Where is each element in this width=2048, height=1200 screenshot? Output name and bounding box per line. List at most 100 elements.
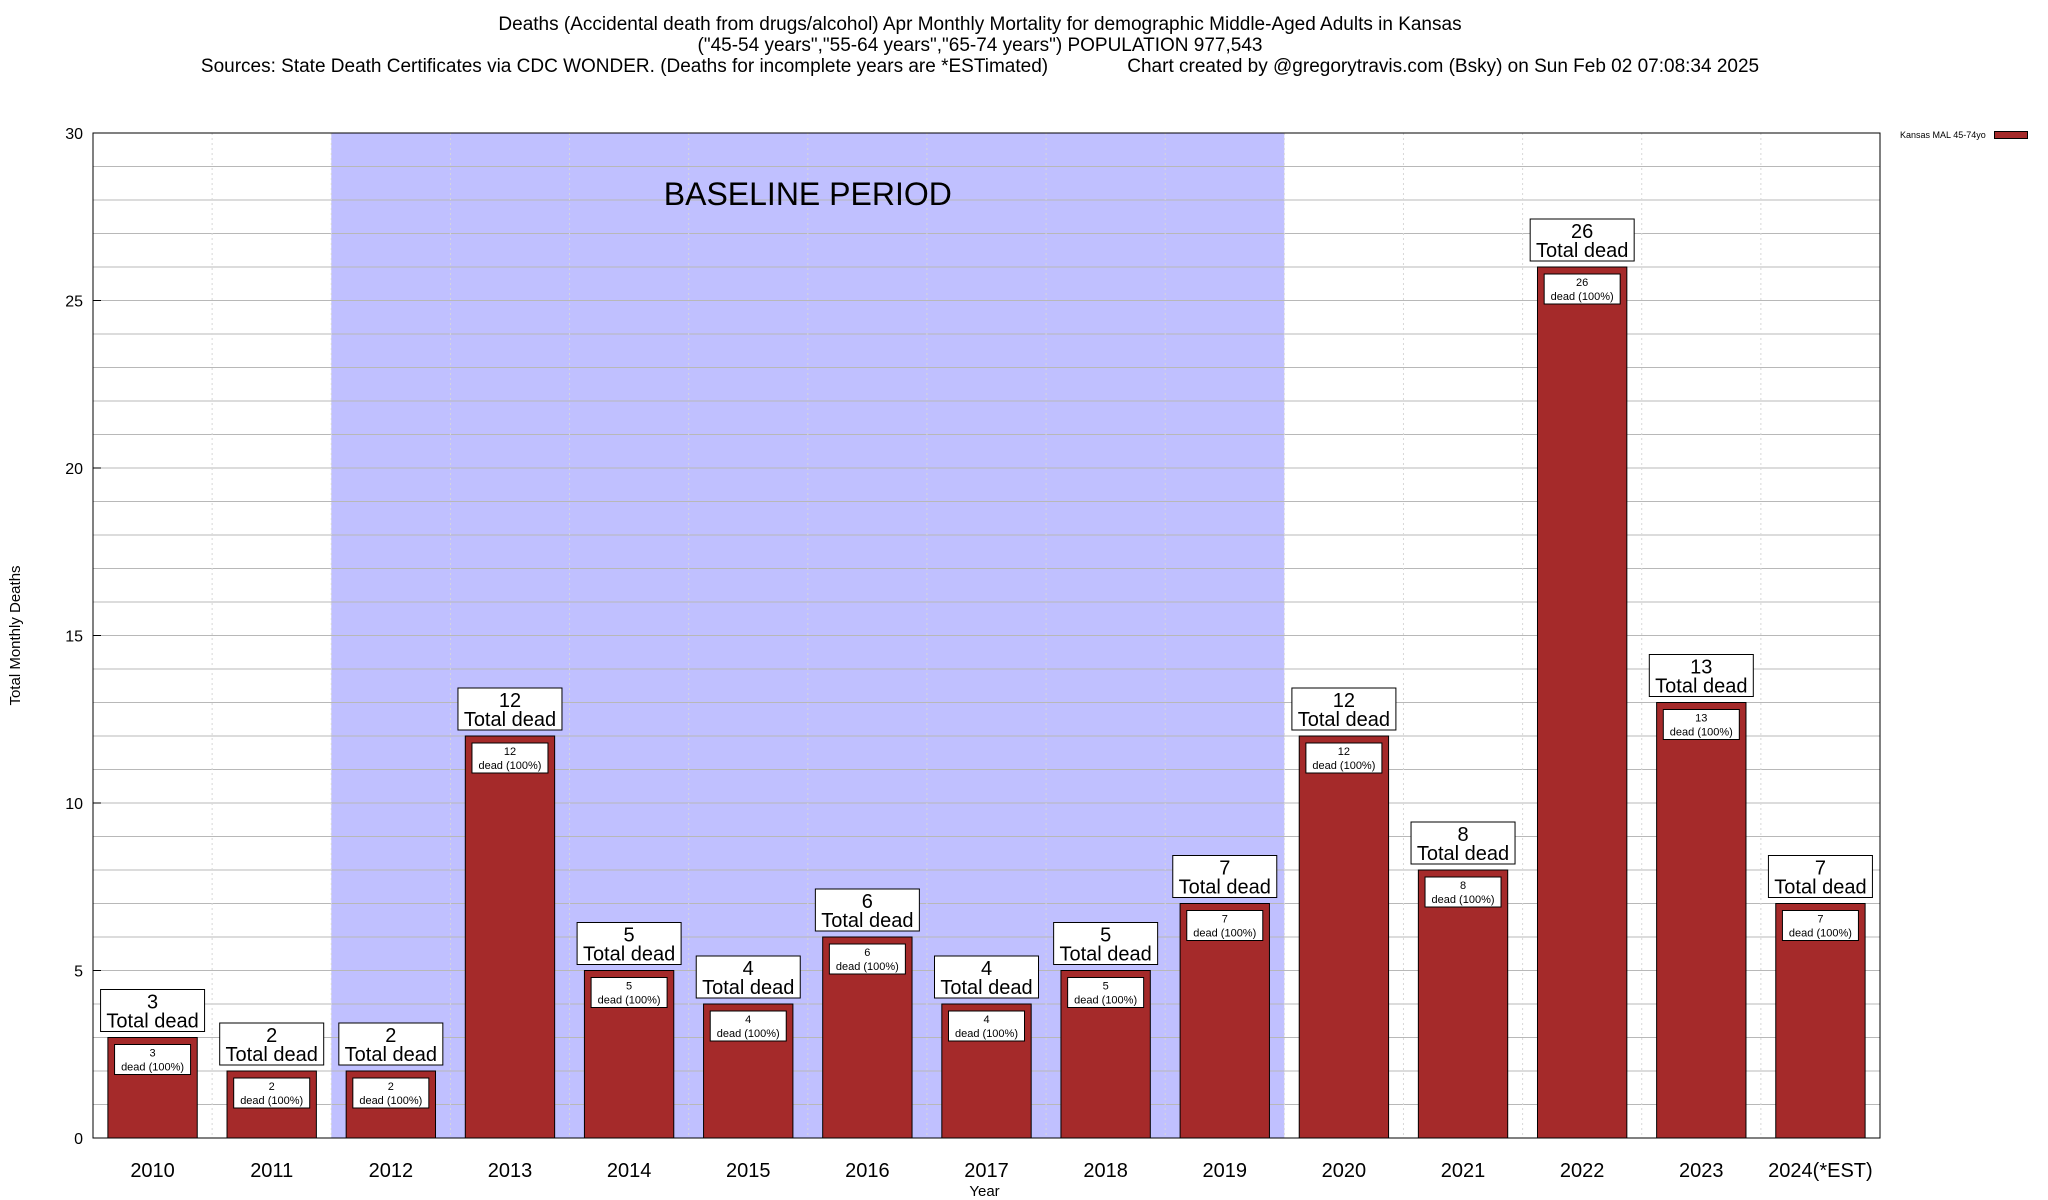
bar-total-value: 3: [147, 992, 158, 1014]
bar-inner-value: 4: [983, 1014, 989, 1026]
bar-inner-label-box: [1781, 910, 1859, 941]
bar-total-label-box: [1767, 855, 1873, 898]
bar-inner-label-box: [1543, 273, 1621, 305]
bar-inner-label: dead (100%): [1193, 928, 1256, 940]
y-axis-label: Total Monthly Deaths: [7, 565, 24, 705]
bar-total-label-box: [219, 1022, 325, 1066]
bar-total-label-box: [934, 955, 1039, 999]
bar: [1417, 869, 1509, 1139]
bar-inner-label-box: [233, 1077, 311, 1109]
bar-inner-label: dead (100%): [955, 1028, 1018, 1040]
bar-total-label-box: [100, 989, 206, 1032]
bar-total-label: Total dead: [345, 1044, 437, 1066]
bar-inner-label-box: [948, 1010, 1025, 1042]
bar-inner-label: dead (100%): [1789, 928, 1852, 940]
bar-total-label-box: [1648, 654, 1754, 697]
bar-total-value: 4: [743, 958, 754, 980]
bar-inner-label-box: [1067, 977, 1145, 1008]
bar-inner-label-box: [1186, 910, 1264, 941]
bar-total-value: 2: [266, 1025, 277, 1047]
bar-inner-label: dead (100%): [240, 1095, 303, 1107]
bar-total-label-box: [338, 1022, 444, 1066]
bar-inner-label-box: [1424, 876, 1502, 908]
bar-total-value: 26: [1571, 221, 1593, 243]
x-tick-label: 2023: [1679, 1160, 1724, 1182]
bar-inner-value: 4: [745, 1014, 751, 1026]
bar-total-label: Total dead: [226, 1044, 318, 1066]
bar-total-label: Total dead: [583, 944, 675, 966]
bar-total-label: Total dead: [702, 977, 794, 999]
bar-inner-value: 5: [626, 981, 632, 993]
legend-swatch: [1993, 131, 2028, 139]
title-line-2: ("45-54 years","55-64 years","65-74 year…: [697, 35, 1263, 56]
bar-inner-label-box: [1662, 709, 1740, 740]
bar-total-value: 7: [1219, 858, 1230, 880]
bar-total-label-box: [1529, 218, 1635, 262]
bar-inner-value: 2: [388, 1081, 394, 1093]
bar-inner-value: 6: [864, 947, 870, 959]
y-tick-label: 10: [65, 796, 83, 813]
bar-total-value: 13: [1690, 657, 1712, 679]
bar-inner-label-box: [709, 1010, 787, 1042]
bar-inner-label: dead (100%): [359, 1095, 422, 1107]
x-tick-label: 2014: [607, 1160, 652, 1182]
bar-inner-label-box: [590, 977, 668, 1008]
x-tick-label: 2020: [1322, 1160, 1367, 1182]
bar-inner-label-box: [471, 742, 549, 774]
y-tick-label: 0: [74, 1131, 83, 1148]
bar-total-label-box: [576, 922, 682, 965]
x-tick-label: 2015: [726, 1160, 771, 1182]
bar-total-value: 4: [981, 958, 992, 980]
bar-total-value: 8: [1457, 824, 1468, 846]
bar-total-label: Total dead: [464, 709, 556, 731]
y-tick-label: 5: [74, 964, 83, 981]
bar-inner-label: dead (100%): [836, 961, 899, 973]
bar-inner-value: 12: [1338, 746, 1350, 758]
bar-inner-label-box: [114, 1044, 192, 1075]
y-tick-label: 15: [65, 629, 83, 646]
bar-total-label: Total dead: [1298, 709, 1390, 731]
x-tick-label: 2012: [369, 1160, 414, 1182]
legend-label: Kansas MAL 45-74yo: [1900, 130, 1986, 140]
bar-total-label-box: [814, 888, 920, 932]
legend: Kansas MAL 45-74yo: [1900, 130, 2028, 140]
bar-total-label-box: [457, 687, 563, 731]
bar: [1775, 903, 1866, 1139]
bar-inner-label: dead (100%): [717, 1028, 780, 1040]
x-axis-label: Year: [969, 1183, 999, 1200]
x-tick-label: 2022: [1560, 1160, 1605, 1182]
bar-total-label: Total dead: [1655, 676, 1747, 698]
y-tick-label: 20: [65, 461, 83, 478]
bar-total-value: 12: [499, 690, 521, 712]
bar-inner-value: 12: [504, 746, 516, 758]
bar-inner-value: 2: [269, 1081, 275, 1093]
chart-title: Deaths (Accidental death from drugs/alco…: [0, 14, 1960, 77]
bar-total-label: Total dead: [1059, 944, 1151, 966]
bar: [1536, 266, 1628, 1139]
bar-total-value: 5: [624, 925, 635, 947]
bar-inner-value: 13: [1695, 713, 1707, 725]
y-tick-label: 25: [65, 294, 83, 311]
bar-inner-value: 7: [1817, 914, 1823, 926]
x-tick-label: 2021: [1441, 1160, 1486, 1182]
bar: [1656, 702, 1747, 1139]
bar-inner-label-box: [828, 943, 906, 975]
bar-total-value: 7: [1815, 858, 1826, 880]
bar-total-label: Total dead: [1774, 877, 1866, 899]
bar-inner-label-box: [352, 1077, 430, 1109]
bar-inner-label: dead (100%): [121, 1062, 184, 1074]
title-line-1: Deaths (Accidental death from drugs/alco…: [498, 14, 1462, 35]
bar-inner-label: dead (100%): [1074, 995, 1137, 1007]
bar-total-label-box: [695, 955, 801, 999]
bar-total-value: 2: [385, 1025, 396, 1047]
bar-inner-label: dead (100%): [1432, 894, 1495, 906]
bar-inner-label: dead (100%): [598, 995, 661, 1007]
bar-inner-label-box: [1305, 742, 1383, 774]
bar-total-label-box: [1291, 687, 1397, 731]
title-line-3: Sources: State Death Certificates via CD…: [200, 56, 1760, 77]
x-tick-label: 2024(*EST): [1768, 1160, 1873, 1182]
y-tick-label: 30: [65, 126, 83, 143]
bar-inner-value: 7: [1222, 914, 1228, 926]
x-tick-label: 2016: [845, 1160, 890, 1182]
bar-total-label: Total dead: [1179, 877, 1271, 899]
